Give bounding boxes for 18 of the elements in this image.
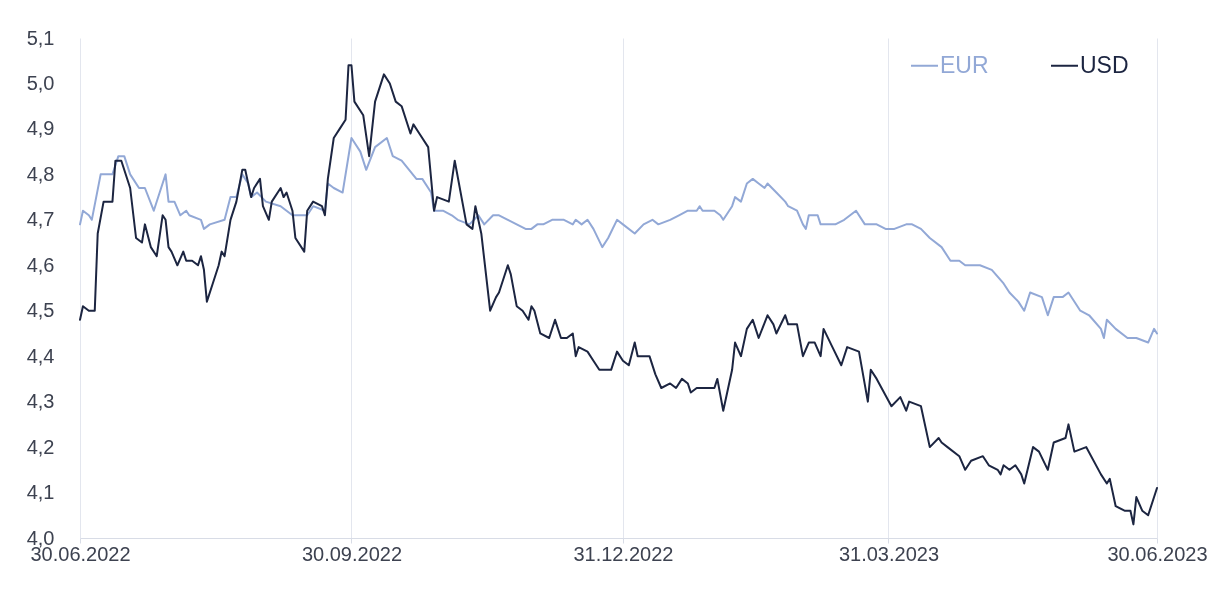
y-tick-label: 5,1	[26, 26, 55, 49]
y-tick-label: 4,2	[26, 435, 55, 458]
y-tick-label: 4,5	[26, 299, 55, 322]
y-tick-label: 4,3	[26, 390, 55, 413]
x-tick-label: 30.06.2023	[1107, 542, 1208, 565]
line-series	[79, 137, 1158, 344]
legend-label: USD	[1080, 51, 1129, 78]
x-tick-label: 31.03.2023	[838, 542, 940, 565]
y-tick-label: 4,7	[26, 208, 55, 231]
y-tick-label: 4,4	[26, 344, 55, 367]
legend-label: EUR	[940, 51, 989, 78]
y-tick-label: 4,9	[26, 117, 55, 140]
x-tick-label: 30.09.2022	[301, 542, 403, 565]
y-tick-label: 4,6	[26, 253, 55, 276]
x-tick-label: 31.12.2022	[573, 542, 674, 565]
y-tick-label: 4,8	[26, 162, 55, 185]
y-tick-label: 5,0	[26, 71, 55, 94]
y-tick-label: 4,1	[26, 481, 55, 504]
